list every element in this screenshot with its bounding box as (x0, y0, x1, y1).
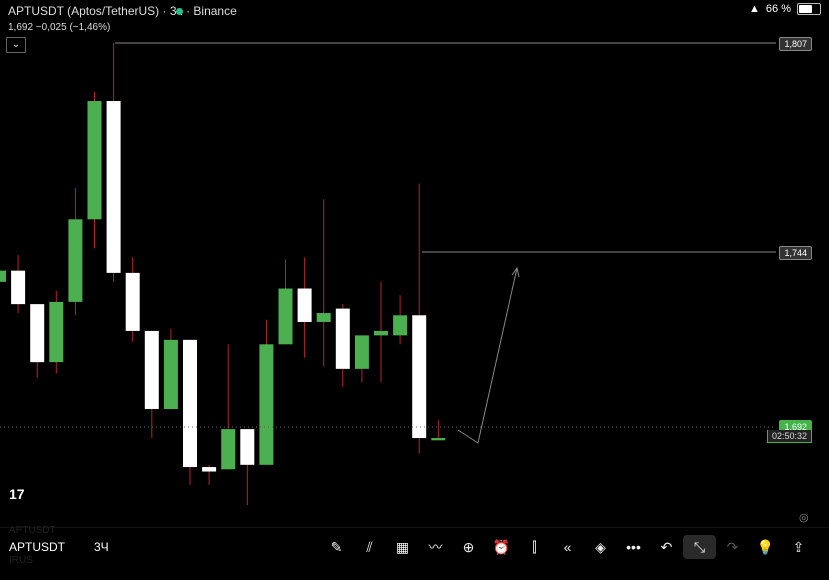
price-quote: 1,692 −0,025 (−1,46%) (8, 22, 111, 33)
indicators-icon[interactable]: ⫽ (366, 538, 373, 555)
candle-body (202, 467, 217, 472)
candle-body (412, 315, 427, 439)
candle-body (431, 438, 446, 441)
undo-icon[interactable]: ↶ (660, 538, 673, 555)
projection-arrow (457, 267, 518, 444)
candle-body (297, 288, 312, 322)
timeframe-button[interactable]: 3Ч (94, 540, 109, 554)
chevron-down-icon[interactable]: ⌄ (6, 37, 26, 53)
battery-icon (797, 3, 821, 15)
candle-body (11, 270, 26, 305)
ghost-symbol-bottom: IRUS (9, 555, 33, 566)
status-bar: APTUSDT (Aptos/TetherUS) · 3ч · Binance … (0, 0, 829, 22)
candle-body (259, 344, 274, 465)
ghost-symbol-top: APTUSDT (9, 525, 56, 536)
candle-body (125, 272, 140, 331)
templates-icon[interactable]: ▦ (395, 538, 410, 555)
candlestick-chart[interactable] (0, 0, 829, 527)
candle-body (144, 330, 159, 410)
market-open-dot (176, 8, 183, 15)
candle-body (393, 315, 408, 336)
candles-group (0, 43, 446, 505)
candle-body (335, 308, 350, 369)
symbol-button[interactable]: APTUSDT (9, 540, 66, 554)
draw-icon[interactable]: ✎ (330, 538, 343, 555)
wifi-icon: ▲ (749, 3, 760, 15)
projection-arrowhead (511, 266, 520, 278)
share-icon[interactable]: ⇪ (792, 538, 805, 555)
battery-percent: 66 % (765, 3, 791, 15)
candle-body (221, 429, 236, 470)
candle-body (278, 288, 293, 345)
candle-body (316, 313, 331, 322)
more-icon[interactable]: ••• (626, 539, 641, 555)
bar-countdown: 02:50:32 (766, 430, 812, 443)
candle-body (163, 339, 178, 410)
candle-body (240, 429, 255, 465)
add-icon[interactable]: ⊕ (462, 538, 475, 555)
price-label-target: 1,744 (779, 246, 812, 260)
redo-icon[interactable]: ↷ (726, 538, 739, 555)
candle-body (374, 330, 388, 336)
layers-icon[interactable]: ◈ (595, 538, 606, 555)
price-label-high: 1,807 (779, 37, 812, 51)
candle-body (354, 335, 369, 369)
candle-body (183, 339, 197, 468)
trend-icon[interactable]: 〰 (428, 539, 443, 555)
alert-icon[interactable]: ⏰ (492, 538, 511, 555)
candle-body (106, 101, 121, 273)
candle-body (68, 219, 83, 302)
bottom-toolbar: APTUSDT APTUSDT 3Ч IRUS ✎ ⫽ ▦ 〰 ⊕ ⏰ ⫿ « … (0, 525, 829, 580)
candle-body (30, 304, 45, 363)
candle-body (87, 101, 102, 220)
candle-body (0, 270, 6, 282)
gear-icon[interactable]: ◎ (799, 512, 809, 524)
rewind-icon[interactable]: « (563, 539, 572, 555)
ideas-icon[interactable]: 💡 (756, 538, 775, 555)
replay-icon[interactable]: ⫿ (532, 538, 537, 555)
tradingview-logo: 17 (9, 486, 25, 502)
fullscreen-icon[interactable]: ⤡ (683, 535, 716, 559)
device-status: ▲ 66 % (749, 3, 821, 15)
candle-body (49, 301, 64, 363)
